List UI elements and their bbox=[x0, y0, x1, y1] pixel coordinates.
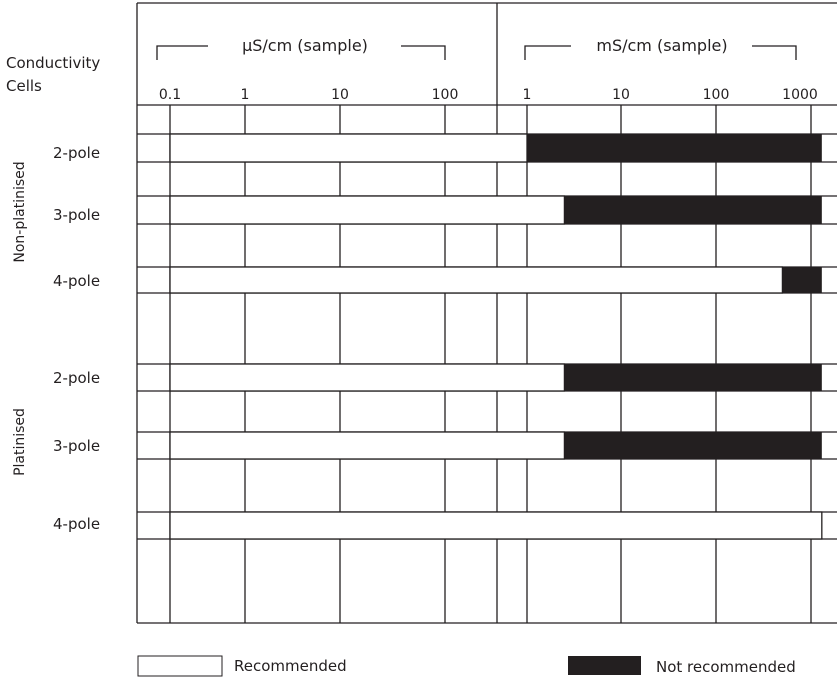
legend-swatch-recommended bbox=[137, 655, 223, 677]
bar-recommended bbox=[169, 363, 566, 392]
bar-not-recommended bbox=[527, 134, 822, 162]
group-label-non-platinised: Non-platinised bbox=[12, 161, 28, 262]
right-scale-label: mS/cm (sample) bbox=[596, 36, 727, 55]
bar-not-recommended bbox=[564, 196, 822, 224]
tick-label: 0.1 bbox=[159, 87, 181, 103]
tick-label: 100 bbox=[703, 87, 730, 103]
row-label: 4-pole bbox=[53, 272, 100, 290]
bar-not-recommended bbox=[564, 432, 822, 459]
right-scale-bracket bbox=[524, 45, 797, 60]
column-title: Conductivity bbox=[6, 54, 100, 72]
legend-label-recommended: Recommended bbox=[234, 657, 347, 675]
bar-recommended bbox=[169, 511, 823, 540]
tick-label: 1 bbox=[523, 87, 532, 103]
left-scale-bracket bbox=[156, 45, 446, 60]
row-label: 4-pole bbox=[53, 515, 100, 533]
bar-recommended bbox=[169, 133, 528, 163]
row-label: 2-pole bbox=[53, 144, 100, 162]
tick-label: 1 bbox=[241, 87, 250, 103]
column-title: Cells bbox=[6, 77, 42, 95]
tick-label: 100 bbox=[432, 87, 459, 103]
row-label: 2-pole bbox=[53, 369, 100, 387]
bars bbox=[169, 133, 823, 540]
tick-labels: 0.1 1 10 100 1 10 100 1000 bbox=[159, 87, 818, 103]
group-label-platinised: Platinised bbox=[12, 408, 28, 476]
bar-recommended bbox=[169, 195, 566, 225]
legend-swatch-not-recommended bbox=[568, 656, 641, 675]
legend-label-not-recommended: Not recommended bbox=[656, 658, 796, 676]
row-label: 3-pole bbox=[53, 437, 100, 455]
tick-label: 10 bbox=[612, 87, 630, 103]
tick-label: 10 bbox=[331, 87, 349, 103]
bar-recommended bbox=[169, 266, 784, 294]
row-labels: 2-pole 3-pole 4-pole 2-pole 3-pole 4-pole bbox=[53, 144, 100, 533]
left-scale-label: µS/cm (sample) bbox=[242, 36, 368, 55]
bar-not-recommended bbox=[564, 364, 822, 391]
tick-label: 1000 bbox=[782, 87, 818, 103]
bar-recommended bbox=[169, 431, 566, 460]
row-label: 3-pole bbox=[53, 206, 100, 224]
bar-not-recommended bbox=[782, 267, 822, 293]
